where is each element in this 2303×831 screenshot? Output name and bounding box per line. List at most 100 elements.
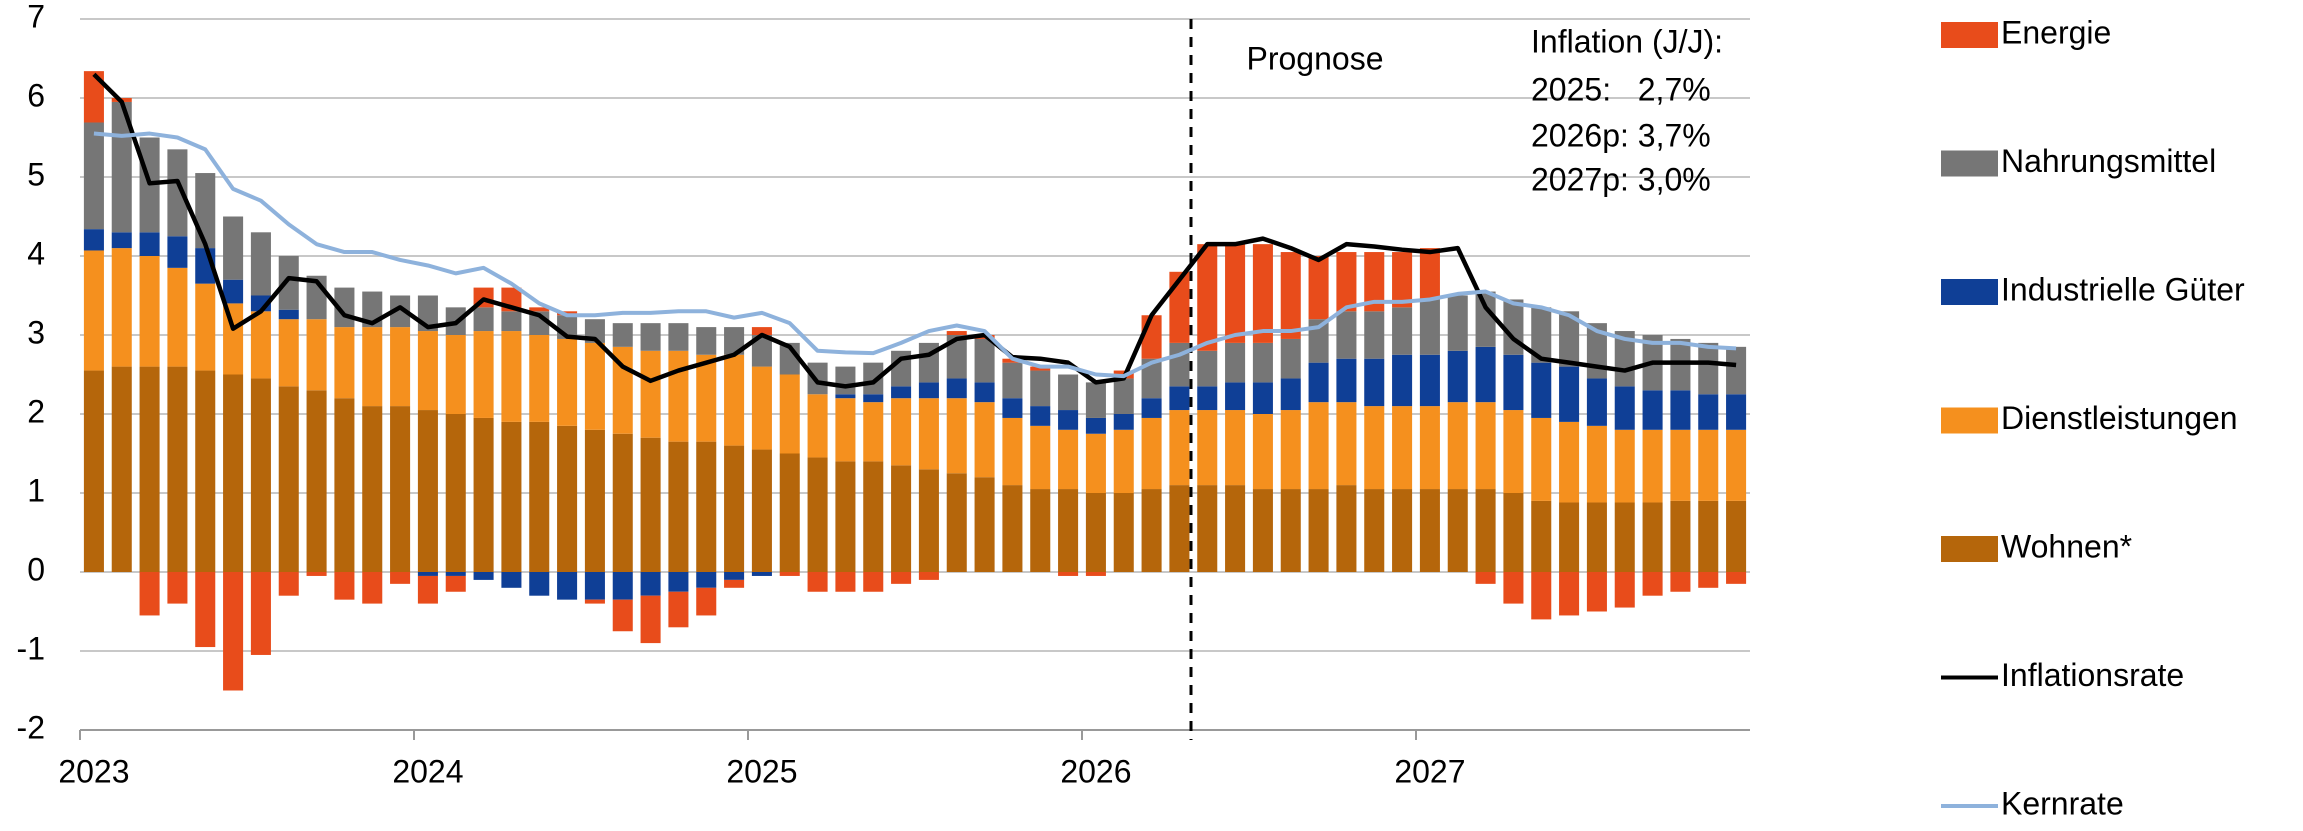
bar-segment — [1085, 382, 1106, 418]
bar-segment — [1698, 500, 1719, 572]
y-tick-label: 4 — [27, 235, 45, 271]
legend-label: Dienstleistungen — [2001, 400, 2238, 436]
bar-segment — [83, 250, 104, 371]
bar-segment — [501, 311, 522, 332]
bar-segment — [278, 256, 299, 310]
bar-segment — [807, 457, 828, 572]
bar-segment — [918, 572, 939, 580]
bar-segment — [891, 465, 912, 572]
y-tick-label: -1 — [17, 630, 45, 666]
y-tick-label: 7 — [27, 0, 45, 34]
bar-segment — [278, 309, 299, 320]
inflation-note: 2026p: 3,7% — [1531, 117, 1711, 153]
bar-segment — [1447, 489, 1468, 572]
bar-segment — [250, 378, 271, 572]
x-tick-label: 2024 — [392, 753, 463, 789]
bar-segment — [1670, 390, 1691, 430]
bar-segment — [974, 477, 995, 572]
bar-segment — [751, 327, 772, 335]
bar-segment — [1030, 370, 1051, 407]
bar-segment — [1586, 378, 1607, 426]
bar-segment — [557, 425, 578, 572]
bar-segment — [779, 572, 800, 576]
bar-segment — [1113, 493, 1134, 572]
bar-segment — [501, 331, 522, 422]
bar-segment — [584, 429, 605, 572]
bar-segment — [1698, 429, 1719, 501]
bar-segment — [751, 335, 772, 367]
bar-segment — [974, 338, 995, 383]
bar-segment — [1280, 410, 1301, 490]
bar-segment — [584, 599, 605, 604]
bar-segment — [946, 331, 967, 335]
bar-segment — [1726, 429, 1747, 501]
bar-segment — [390, 295, 411, 328]
bar-segment — [1531, 572, 1552, 620]
bar-segment — [1252, 244, 1273, 343]
bar-segment — [1280, 378, 1301, 411]
bar-segment — [1058, 374, 1079, 411]
bar-segment — [1447, 295, 1468, 351]
bar-segment — [612, 599, 633, 632]
bar-segment — [139, 232, 160, 256]
bar-segment — [1058, 429, 1079, 490]
bar-segment — [1364, 489, 1385, 572]
grid — [79, 18, 1750, 740]
bar-segment — [111, 232, 132, 249]
bar-segment — [807, 572, 828, 592]
bar-segment — [306, 319, 327, 391]
bar-segment — [139, 572, 160, 616]
bar-segment — [1364, 311, 1385, 359]
bar-segment — [1002, 362, 1023, 399]
bar-segment — [946, 378, 967, 399]
bar-segment — [1364, 358, 1385, 407]
bar-segment — [529, 335, 550, 422]
bar-segment — [1642, 390, 1663, 430]
bar-segment — [1002, 417, 1023, 486]
bar-segment — [473, 331, 494, 418]
bar-segment — [223, 374, 244, 572]
bar-segment — [501, 572, 522, 588]
bar-segment — [640, 437, 661, 572]
bar-segment — [1392, 406, 1413, 490]
bar-segment — [724, 579, 745, 588]
bar-segment — [1392, 489, 1413, 572]
bar-segment — [1113, 378, 1134, 414]
bar-segment — [1252, 342, 1273, 383]
bar-segment — [863, 362, 884, 395]
bar-segment — [779, 453, 800, 572]
bar-segment — [1726, 346, 1747, 395]
bar-segment — [640, 572, 661, 596]
bar-segment — [306, 390, 327, 572]
bar-segment — [278, 319, 299, 387]
bar-segment — [83, 370, 104, 572]
bar-segment — [946, 473, 967, 572]
bar-segment — [334, 572, 355, 600]
bar-segment — [1002, 485, 1023, 572]
lines — [92, 72, 1737, 389]
bar-segment — [696, 354, 717, 442]
bar-segment — [250, 311, 271, 379]
legend-label: Wohnen* — [2001, 528, 2132, 564]
bar-segment — [1503, 572, 1524, 604]
bar-segment — [1308, 362, 1329, 403]
bar-segment — [1531, 500, 1552, 572]
bar-segment — [1503, 410, 1524, 493]
bar-segment — [1559, 502, 1580, 572]
bar-segment — [1698, 394, 1719, 430]
bar-segment — [612, 323, 633, 347]
bar-segment — [167, 572, 188, 604]
bar-segment — [1141, 358, 1162, 399]
bar-segment — [946, 335, 967, 379]
bar-segment — [640, 595, 661, 644]
bar-segment — [557, 572, 578, 600]
bar-segment — [1113, 429, 1134, 493]
bar-segment — [1308, 402, 1329, 490]
bar-segment — [278, 386, 299, 572]
bar-segment — [1670, 429, 1691, 501]
legend-swatch — [1941, 279, 1998, 305]
bar-segment — [863, 402, 884, 462]
bar-segment — [1141, 398, 1162, 418]
bar-segment — [167, 267, 188, 367]
